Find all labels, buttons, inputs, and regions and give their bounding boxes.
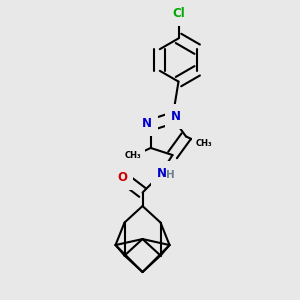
Text: O: O bbox=[117, 171, 128, 184]
Text: CH₃: CH₃ bbox=[196, 140, 212, 148]
Text: H: H bbox=[166, 169, 175, 179]
Text: Cl: Cl bbox=[172, 7, 185, 20]
Text: N: N bbox=[171, 110, 181, 123]
Text: N: N bbox=[142, 117, 152, 130]
Text: CH₃: CH₃ bbox=[124, 151, 141, 160]
Text: N: N bbox=[157, 167, 167, 180]
